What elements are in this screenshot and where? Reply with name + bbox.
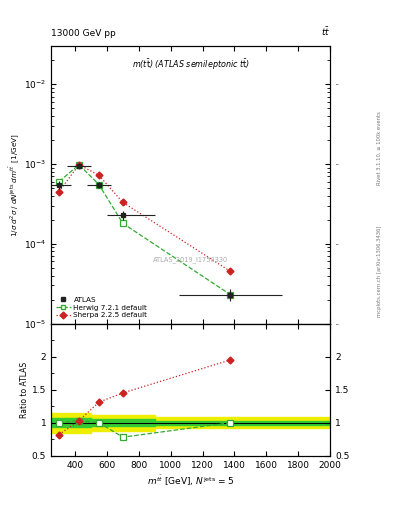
X-axis label: $m^{t\bar{t}}$ [GeV], $N^\mathregular{jets}$ = 5: $m^{t\bar{t}}$ [GeV], $N^\mathregular{je… [147,474,235,488]
Text: mcplots.cern.ch [arXiv:1306.3436]: mcplots.cern.ch [arXiv:1306.3436] [377,226,382,317]
Text: m(t$\bar{\rm t}$) (ATLAS semileptonic t$\bar{\rm t}$): m(t$\bar{\rm t}$) (ATLAS semileptonic t$… [132,57,250,72]
Text: 13000 GeV pp: 13000 GeV pp [51,29,116,38]
Text: Rivet 3.1.10, ≥ 100k events: Rivet 3.1.10, ≥ 100k events [377,112,382,185]
Text: $t\bar{t}$: $t\bar{t}$ [321,26,330,38]
Y-axis label: $1/\sigma\;d^2\sigma\;/\;dN^\mathregular{jets}\;dm^{t\bar{t}}\;\;[1/\mathregular: $1/\sigma\;d^2\sigma\;/\;dN^\mathregular… [7,133,21,237]
Y-axis label: Ratio to ATLAS: Ratio to ATLAS [20,361,29,418]
Legend: ATLAS, Herwig 7.2.1 default, Sherpa 2.2.5 default: ATLAS, Herwig 7.2.1 default, Sherpa 2.2.… [55,295,149,320]
Text: ATLAS_2019_I1750330: ATLAS_2019_I1750330 [153,256,228,263]
